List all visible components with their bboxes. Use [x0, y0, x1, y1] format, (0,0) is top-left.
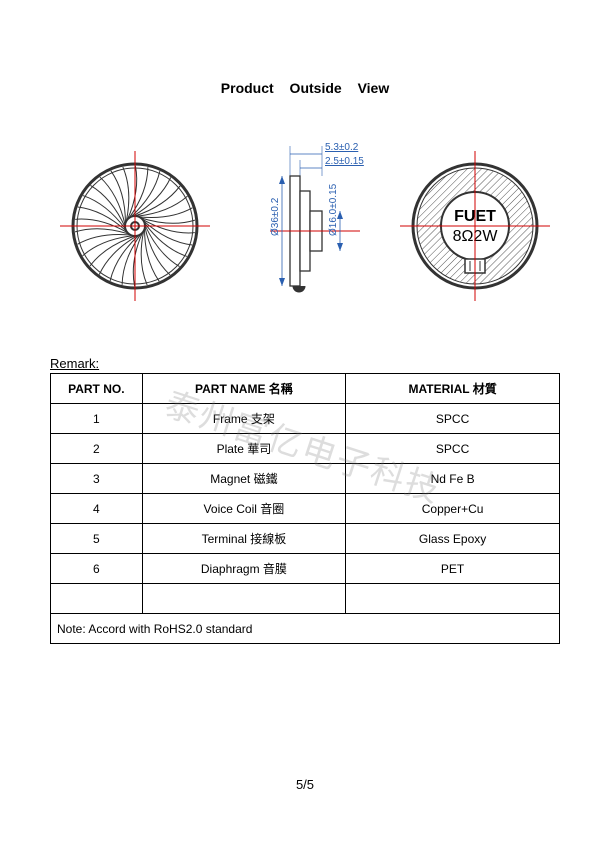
dim-outer-dia: Ø36±0.2: [270, 197, 281, 236]
dim-inner-dia: Ø16.0±0.15: [328, 183, 339, 236]
cell-no: 6: [51, 554, 143, 584]
drawings-row: 5.3±0.2 2.5±0.15 Ø36±0.2 Ø16.0±0: [50, 136, 560, 316]
table-header-row: PART NO. PART NAME 名稱 MATERIAL 材質: [51, 374, 560, 404]
cell-mat: PET: [346, 554, 560, 584]
table-row: 5 Terminal 接線板 Glass Epoxy: [51, 524, 560, 554]
cell-mat: Copper+Cu: [346, 494, 560, 524]
cell-no: 1: [51, 404, 143, 434]
cell-name: Voice Coil 音圈: [142, 494, 346, 524]
table-row: 6 Diaphragm 音膜 PET: [51, 554, 560, 584]
cell-name: Terminal 接線板: [142, 524, 346, 554]
cell-mat: Glass Epoxy: [346, 524, 560, 554]
cell-no: 4: [51, 494, 143, 524]
front-view-figure: [60, 151, 210, 301]
cell-mat: Nd Fe B: [346, 464, 560, 494]
header-material: MATERIAL 材質: [346, 374, 560, 404]
side-view-figure: 5.3±0.2 2.5±0.15 Ø36±0.2 Ø16.0±0: [230, 136, 380, 316]
rear-view-figure: FUET 8Ω2W: [400, 151, 550, 301]
header-partname: PART NAME 名稱: [142, 374, 346, 404]
cell-name: Magnet 磁鐵: [142, 464, 346, 494]
cell-no: 5: [51, 524, 143, 554]
dim-top2: 2.5±0.15: [325, 156, 364, 167]
cell-name: Diaphragm 音膜: [142, 554, 346, 584]
table-row: 2 Plate 華司 SPCC: [51, 434, 560, 464]
table-blank-row: [51, 584, 560, 614]
cell-name: Frame 支架: [142, 404, 346, 434]
front-view-svg: [60, 151, 210, 301]
table-note-row: Note: Accord with RoHS2.0 standard: [51, 614, 560, 644]
dim-top1: 5.3±0.2: [325, 142, 359, 153]
cell-mat: SPCC: [346, 434, 560, 464]
table-row: 1 Frame 支架 SPCC: [51, 404, 560, 434]
cell-mat: SPCC: [346, 404, 560, 434]
side-view-svg: 5.3±0.2 2.5±0.15 Ø36±0.2 Ø16.0±0: [230, 136, 380, 316]
parts-table: PART NO. PART NAME 名稱 MATERIAL 材質 1 Fram…: [50, 373, 560, 644]
remark-label: Remark:: [50, 356, 560, 371]
header-partno: PART NO.: [51, 374, 143, 404]
cell-name: Plate 華司: [142, 434, 346, 464]
page-number: 5/5: [0, 777, 610, 792]
rear-view-svg: FUET 8Ω2W: [400, 151, 550, 301]
page-title: Product Outside View: [50, 80, 560, 96]
table-row: 3 Magnet 磁鐵 Nd Fe B: [51, 464, 560, 494]
cell-no: 3: [51, 464, 143, 494]
note-cell: Note: Accord with RoHS2.0 standard: [51, 614, 560, 644]
cell-no: 2: [51, 434, 143, 464]
table-row: 4 Voice Coil 音圈 Copper+Cu: [51, 494, 560, 524]
